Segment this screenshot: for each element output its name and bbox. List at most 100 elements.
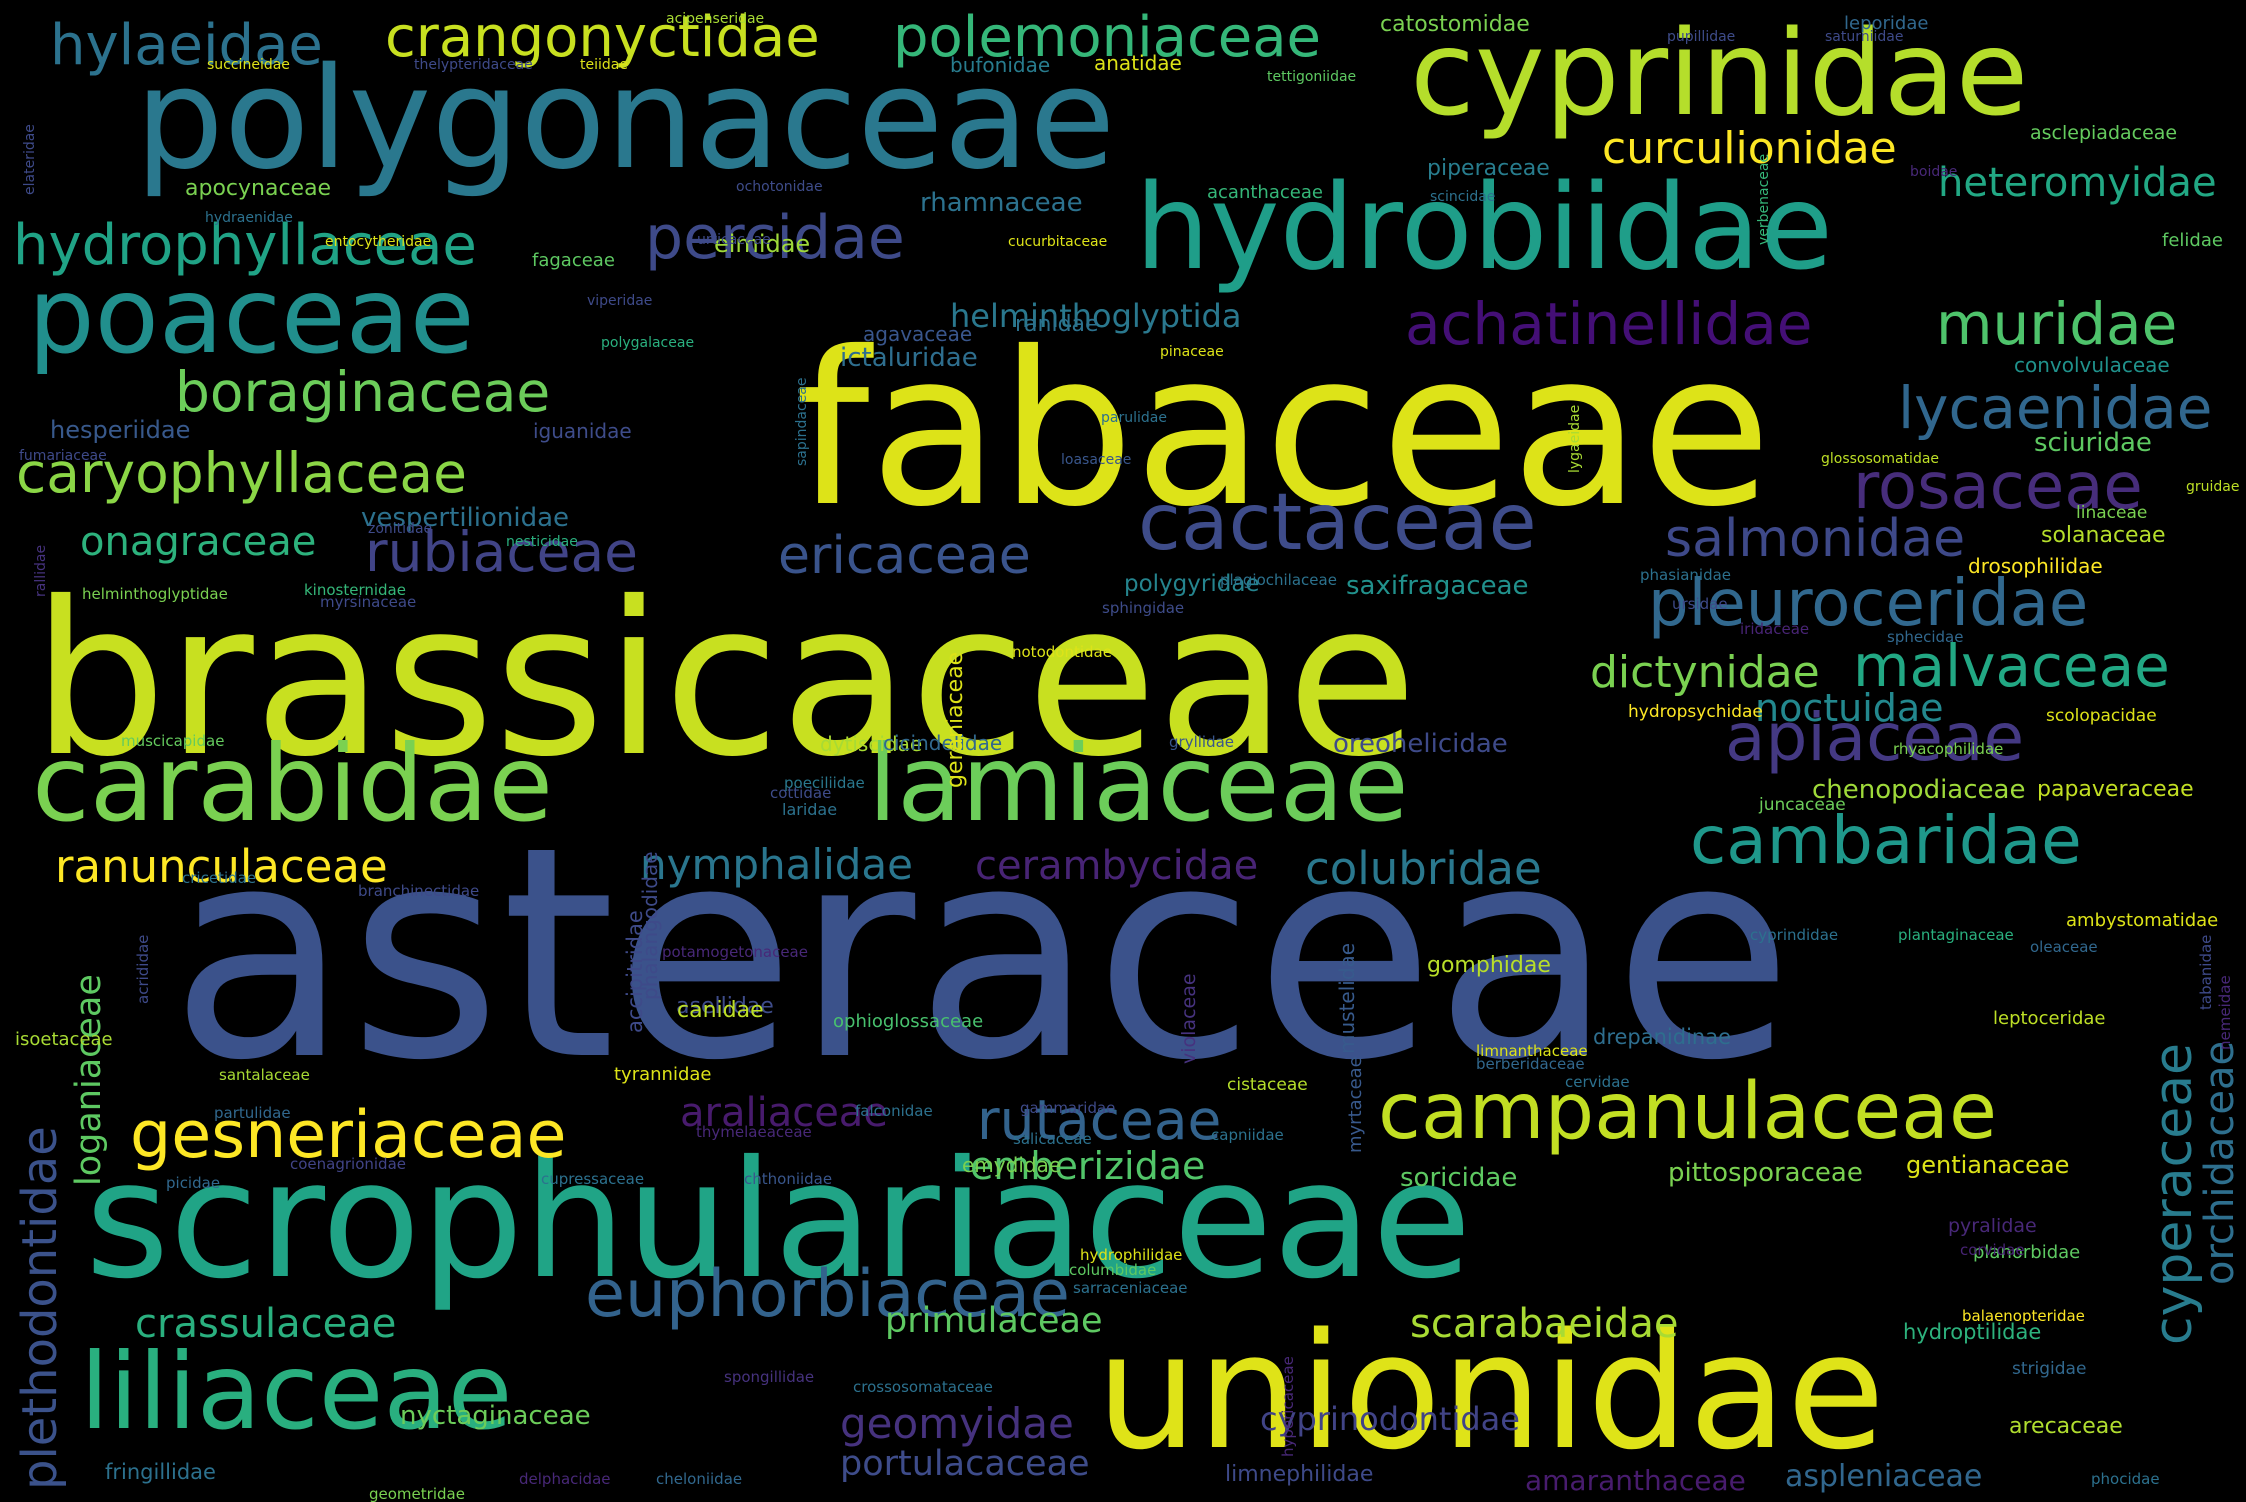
cloud-word: nymphalidae	[640, 840, 913, 889]
cloud-word: cupressaceae	[541, 1170, 645, 1188]
cloud-word: juncaceae	[1759, 795, 1846, 815]
cloud-word: asellidae	[676, 994, 774, 1019]
cloud-word: gentianaceae	[1906, 1151, 2070, 1179]
cloud-word: cheloniidae	[656, 1470, 743, 1488]
cloud-word: amaranthaceae	[1525, 1464, 1746, 1497]
cloud-word: potamogetonaceae	[662, 943, 808, 961]
cloud-word: fringillidae	[105, 1460, 216, 1484]
cloud-word: poaceae	[28, 255, 475, 377]
cloud-word: solanaceae	[2041, 523, 2166, 548]
cloud-word: scolopacidae	[2046, 706, 2157, 726]
cloud-word: cervidae	[1565, 1073, 1630, 1091]
cloud-word: pupillidae	[1667, 29, 1736, 45]
cloud-word: pinaceae	[1160, 344, 1224, 360]
cloud-word: santalaceae	[219, 1066, 310, 1084]
cloud-word: thymelaeaceae	[696, 1123, 812, 1141]
cloud-word: sphingidae	[1102, 599, 1185, 617]
cloud-word: planorbidae	[1973, 1242, 2081, 1263]
cloud-word: ranidae	[1015, 312, 1099, 337]
cloud-word: soricidae	[1400, 1163, 1518, 1193]
cloud-word: columbidae	[1069, 1261, 1157, 1279]
cloud-word: polemoniaceae	[893, 5, 1322, 70]
cloud-word: plagiochilaceae	[1220, 571, 1337, 589]
cloud-word: cyperaceae	[2144, 1042, 2204, 1345]
cloud-word: polygonaceae	[135, 38, 1116, 201]
cloud-word: noctuidae	[1755, 686, 1944, 730]
cloud-word: fabaceae	[795, 306, 1772, 553]
cloud-word: dictynidae	[1590, 647, 1820, 698]
cloud-word: euphorbiaceae	[585, 1257, 1070, 1332]
cloud-word: orchidaceae	[2197, 1040, 2243, 1285]
cloud-word: rutaceae	[977, 1088, 1222, 1152]
cloud-word: ictaluridae	[840, 343, 978, 373]
cloud-word: scincidae	[1430, 189, 1496, 205]
cloud-word: unionidae	[1096, 1298, 1886, 1485]
cloud-word: saturniidae	[1825, 29, 1904, 45]
cloud-word: aspleniaceae	[1785, 1459, 1983, 1494]
cloud-word: portulacaceae	[840, 1444, 1090, 1484]
cloud-word: rosaceae	[1853, 450, 2143, 524]
cloud-word: liliaceae	[80, 1331, 513, 1453]
cloud-word: partulidae	[214, 1104, 291, 1122]
cloud-word: bufonidae	[950, 53, 1051, 77]
cloud-word: poeciliidae	[784, 774, 865, 792]
cloud-word: succineidae	[207, 57, 290, 73]
cloud-word: myrtaceae	[1345, 1056, 1366, 1153]
cloud-word: plantaginaceae	[1898, 926, 2014, 944]
cloud-word: sapindaceae	[794, 377, 810, 467]
cloud-word: catostomidae	[1380, 12, 1530, 37]
cloud-word: vespertilionidae	[361, 503, 570, 533]
cloud-word: leptoceridae	[1993, 1008, 2106, 1029]
cloud-word: tettigoniidae	[1267, 69, 1357, 85]
cloud-word: falconidae	[855, 1102, 933, 1120]
cloud-word: papaveraceae	[2037, 777, 2194, 802]
cloud-word: notodontidae	[1012, 643, 1112, 661]
cloud-word: capniidae	[1211, 1126, 1284, 1144]
cloud-word: felidae	[2162, 230, 2223, 251]
cloud-word: rallidae	[33, 544, 49, 597]
cloud-word: teiidae	[580, 57, 628, 73]
cloud-word: plethodontidae	[12, 1126, 68, 1490]
cloud-word: parulidae	[1101, 410, 1167, 426]
cloud-word: emberizidae	[970, 1144, 1206, 1188]
cloud-word: polygalaceae	[601, 335, 695, 351]
cloud-word: ericaceae	[778, 526, 1031, 586]
cloud-word: hydroptilidae	[1903, 1320, 2042, 1344]
cloud-word: hylaeidae	[50, 13, 323, 78]
cloud-word: gammaridae	[1020, 1099, 1116, 1117]
cloud-word: phasianidae	[1640, 566, 1732, 584]
cloud-word: geraniaceae	[943, 651, 968, 788]
cloud-word: boidae	[1910, 164, 1958, 180]
cloud-word: salicaceae	[1013, 1130, 1092, 1148]
cloud-word: fumariaceae	[19, 448, 107, 464]
cloud-word: hydrophilidae	[1080, 1246, 1183, 1264]
cloud-word: muscicapidae	[121, 732, 225, 750]
cloud-word: percidae	[645, 203, 905, 273]
cloud-word: laridae	[782, 800, 838, 819]
cloud-word: elateridae	[22, 124, 38, 195]
cloud-word: helminthoglyptidae	[82, 585, 228, 603]
cloud-word: geomyidae	[840, 1399, 1074, 1448]
cloud-word: hypericaceae	[1279, 1356, 1297, 1457]
cloud-word: strigidae	[2012, 1359, 2087, 1379]
cloud-word: arecaceae	[2009, 1414, 2123, 1439]
cloud-word: brassicaceae	[32, 556, 1418, 803]
cloud-word: malvaceae	[1853, 632, 2170, 700]
cloud-word: cerambycidae	[975, 843, 1259, 889]
cloud-word: hesperiidae	[50, 416, 191, 444]
cloud-word: cyprinidae	[1410, 4, 2029, 142]
cloud-word: apiaceae	[1725, 699, 2025, 776]
cloud-word: gryllidae	[1169, 733, 1235, 751]
cloud-word: scrophulariaceae	[85, 1127, 1472, 1315]
cloud-word: gesneriaceae	[130, 1098, 567, 1173]
cloud-word: hydraenidae	[205, 210, 293, 226]
cloud-word: pyralidae	[1948, 1215, 2037, 1237]
cloud-word: asclepiadaceae	[2030, 122, 2178, 144]
cloud-word: ursidae	[1672, 595, 1728, 613]
cloud-word: chthoniidae	[744, 1170, 833, 1188]
cloud-word: rhamnaceae	[920, 188, 1083, 218]
cloud-word: helminthoglyptida	[950, 297, 1242, 335]
cloud-word: ophioglossaceae	[833, 1011, 984, 1032]
cloud-word: sciuridae	[2034, 428, 2152, 458]
cloud-word: rubiaceae	[365, 520, 638, 584]
